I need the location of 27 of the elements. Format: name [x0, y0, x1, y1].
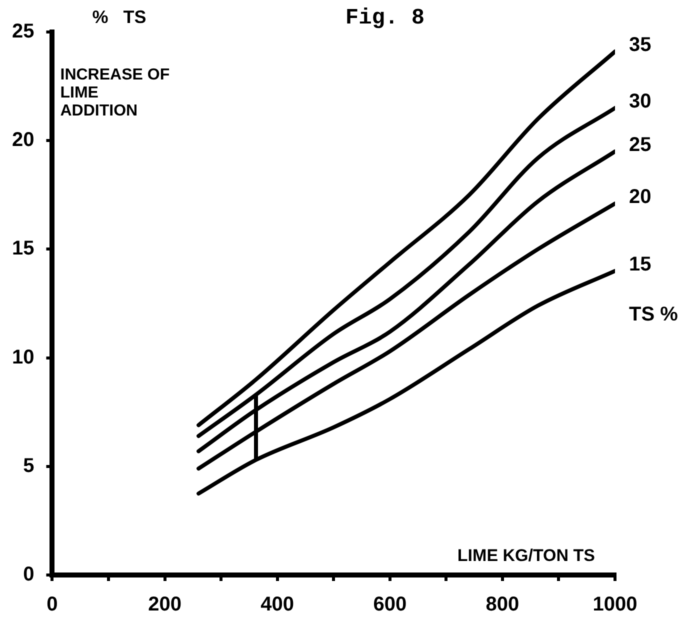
chart-title: Fig. 8 [345, 6, 425, 31]
line-series [196, 106, 615, 438]
x-tick-label: 800 [486, 594, 520, 616]
y-tick-label: 10 [12, 346, 34, 368]
annotation: INCREASE OF LIME ADDITION [60, 66, 170, 120]
x-tick-label: 1000 [592, 594, 638, 616]
y-tick-label: 5 [23, 454, 34, 477]
series-label: 30 [629, 90, 652, 113]
series-label: 20 [629, 186, 652, 208]
legend-title: TS % [629, 303, 678, 326]
line-series [196, 149, 615, 454]
y-tick-label: 0 [23, 564, 34, 586]
x-tick-label: 0 [46, 594, 58, 616]
y-tick-label: 15 [12, 238, 34, 260]
line-series [196, 268, 615, 496]
line-series [196, 202, 615, 471]
series-label: 25 [629, 134, 652, 156]
y-axis-title: % TS [92, 6, 146, 27]
x-tick-label: 600 [373, 594, 407, 616]
series-label: 35 [629, 34, 652, 56]
line-series [196, 50, 615, 428]
series-label: 15 [629, 253, 652, 276]
x-tick-label: 400 [260, 594, 294, 616]
x-tick-label: 200 [148, 594, 182, 616]
y-tick-label: 25 [12, 20, 34, 43]
x-axis-title: LIME KG/TON TS [457, 546, 595, 566]
y-tick-label: 20 [12, 129, 34, 152]
